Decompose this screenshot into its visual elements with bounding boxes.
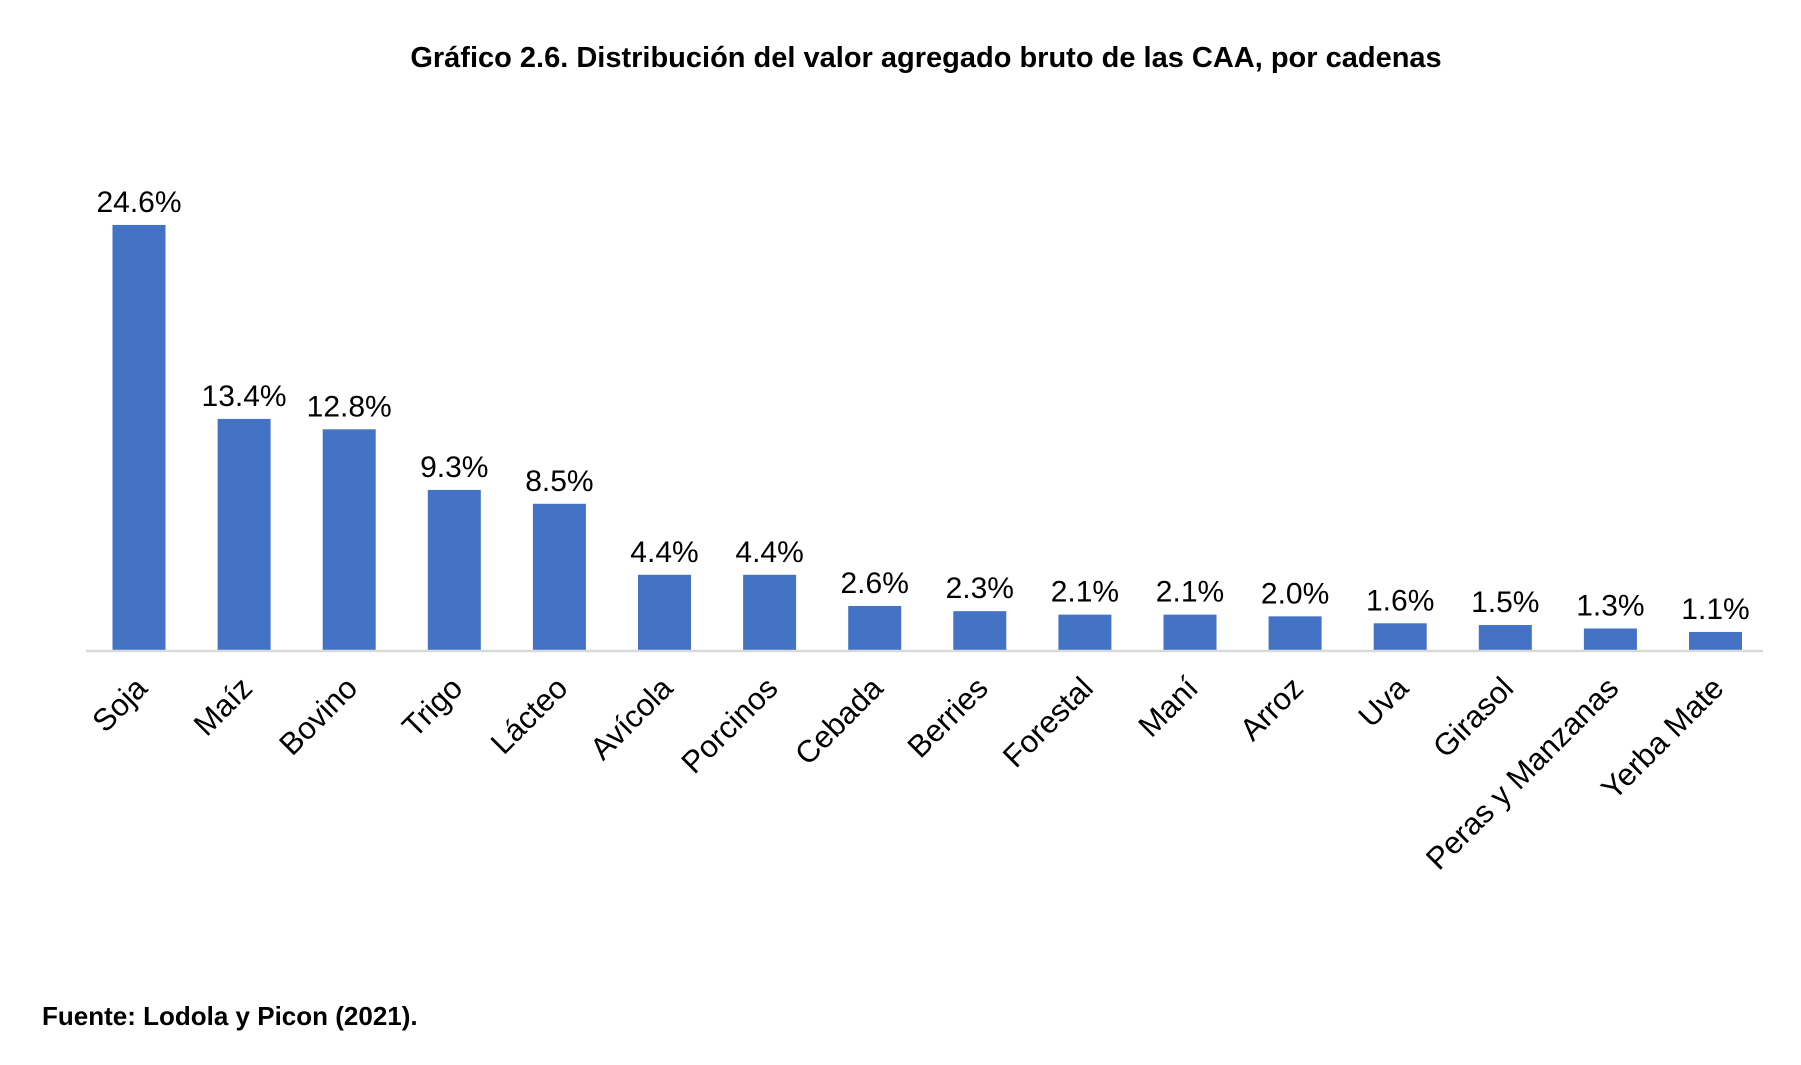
category-label-7: Cebada xyxy=(788,670,890,772)
data-label-1: 13.4% xyxy=(202,380,287,413)
bar-11 xyxy=(1268,616,1322,651)
bars-group xyxy=(112,224,1742,652)
data-label-4: 8.5% xyxy=(525,465,593,498)
data-label-5: 4.4% xyxy=(630,536,698,569)
data-label-9: 2.1% xyxy=(1051,576,1119,609)
bar-12 xyxy=(1373,623,1427,651)
category-label-6: Porcinos xyxy=(675,670,785,780)
data-label-14: 1.3% xyxy=(1576,589,1644,622)
data-label-10: 2.1% xyxy=(1156,576,1224,609)
category-label-14: Peras y Manzanas xyxy=(1419,670,1625,876)
bar-8 xyxy=(953,611,1007,651)
data-label-3: 9.3% xyxy=(420,451,488,484)
data-label-0: 24.6% xyxy=(96,186,181,219)
bar-1 xyxy=(217,418,271,651)
bar-9 xyxy=(1058,614,1112,651)
category-label-2: Bovino xyxy=(272,670,364,762)
source-note: Fuente: Lodola y Picon (2021). xyxy=(42,1001,418,1031)
category-label-8: Berries xyxy=(901,670,995,764)
bar-15 xyxy=(1689,631,1742,651)
category-label-4: Lácteo xyxy=(484,670,575,761)
bar-13 xyxy=(1478,625,1532,651)
bar-7 xyxy=(848,605,902,651)
data-label-6: 4.4% xyxy=(735,536,803,569)
category-label-9: Forestal xyxy=(996,670,1100,774)
bar-4 xyxy=(532,503,586,651)
data-label-7: 2.6% xyxy=(841,567,909,600)
data-label-15: 1.1% xyxy=(1681,593,1749,626)
category-label-10: Maní xyxy=(1131,670,1205,744)
data-label-8: 2.3% xyxy=(946,572,1014,605)
bar-10 xyxy=(1163,614,1217,651)
data-labels-group: 24.6% 13.4% 12.8% 9.3% 8.5% 4.4% 4.4% 2.6% 2.3% 2… xyxy=(96,186,1749,626)
category-label-5: Avícola xyxy=(583,670,680,767)
category-label-1: Maíz xyxy=(187,670,259,742)
data-label-11: 2.0% xyxy=(1261,577,1329,610)
chart-title: Gráfico 2.6. Distribución del valor agre… xyxy=(410,42,1441,74)
bar-3 xyxy=(427,489,481,651)
bar-0 xyxy=(112,224,166,652)
data-label-2: 12.8% xyxy=(307,390,392,423)
category-label-13: Girasol xyxy=(1426,670,1520,764)
data-label-12: 1.6% xyxy=(1366,584,1434,617)
bar-5 xyxy=(638,574,691,651)
category-labels-group: Soja Maíz Bovino Trigo Lácteo AvícolaPorcinos… xyxy=(85,670,1730,877)
category-label-11: Arroz xyxy=(1233,670,1310,747)
bar-6 xyxy=(743,574,797,651)
data-label-13: 1.5% xyxy=(1471,586,1539,619)
bar-2 xyxy=(322,429,376,651)
category-label-12: Uva xyxy=(1351,670,1415,734)
bar-14 xyxy=(1583,628,1637,651)
category-label-0: Soja xyxy=(85,670,154,739)
category-label-3: Trigo xyxy=(395,670,469,744)
